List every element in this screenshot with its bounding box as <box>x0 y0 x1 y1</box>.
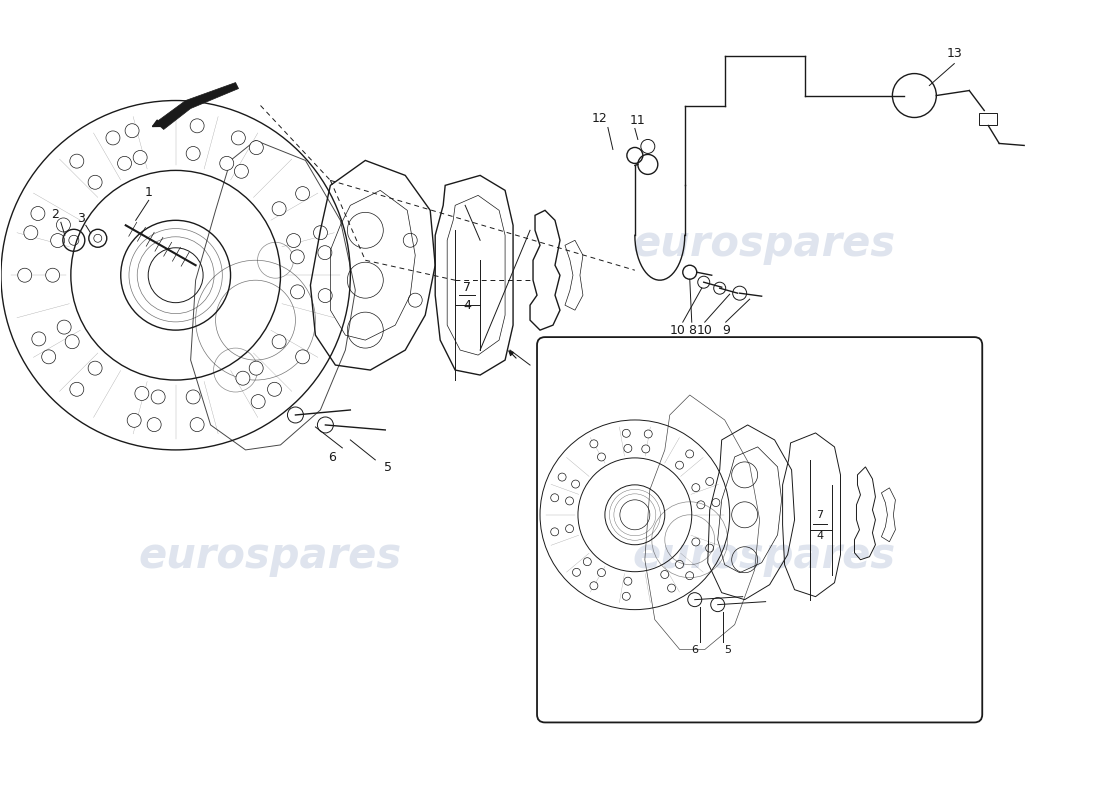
Circle shape <box>623 592 630 600</box>
Circle shape <box>88 361 102 375</box>
Polygon shape <box>156 82 239 130</box>
Text: 10: 10 <box>696 324 713 337</box>
Circle shape <box>65 334 79 349</box>
Circle shape <box>31 206 45 221</box>
Circle shape <box>51 234 65 247</box>
Circle shape <box>272 202 286 216</box>
Text: 12: 12 <box>592 112 608 125</box>
Circle shape <box>251 394 265 409</box>
Text: 7: 7 <box>463 281 471 294</box>
Circle shape <box>572 480 580 488</box>
Text: 6: 6 <box>329 451 337 464</box>
Circle shape <box>128 414 141 427</box>
Circle shape <box>685 572 694 580</box>
Circle shape <box>590 582 598 590</box>
Text: 13: 13 <box>946 47 962 60</box>
Circle shape <box>712 498 719 506</box>
Circle shape <box>57 320 72 334</box>
Circle shape <box>572 568 581 576</box>
Circle shape <box>624 445 631 452</box>
Circle shape <box>69 382 84 396</box>
Text: 10: 10 <box>670 324 685 337</box>
Circle shape <box>42 350 56 364</box>
Text: 5: 5 <box>384 462 393 474</box>
Circle shape <box>231 131 245 145</box>
Circle shape <box>675 561 683 569</box>
Circle shape <box>186 390 200 404</box>
Circle shape <box>565 525 573 533</box>
Circle shape <box>32 332 46 346</box>
Text: eurospares: eurospares <box>632 223 895 266</box>
Circle shape <box>118 156 132 170</box>
Text: 6: 6 <box>691 645 698 654</box>
Circle shape <box>685 450 694 458</box>
Circle shape <box>234 164 249 178</box>
Circle shape <box>706 478 714 486</box>
Circle shape <box>318 289 332 302</box>
Text: 11: 11 <box>630 114 646 127</box>
Circle shape <box>624 578 631 585</box>
Circle shape <box>668 584 675 592</box>
Circle shape <box>190 418 205 432</box>
Bar <box>979 114 998 126</box>
Text: 2: 2 <box>51 208 58 221</box>
Text: 4: 4 <box>463 298 471 312</box>
Circle shape <box>590 440 598 448</box>
Circle shape <box>250 141 263 154</box>
Circle shape <box>661 570 669 578</box>
Circle shape <box>551 528 559 536</box>
Circle shape <box>697 501 705 509</box>
Circle shape <box>706 544 714 552</box>
Circle shape <box>296 186 309 201</box>
Circle shape <box>565 497 573 505</box>
Circle shape <box>314 226 328 240</box>
Text: 9: 9 <box>722 324 729 337</box>
Circle shape <box>46 268 59 282</box>
Circle shape <box>692 538 700 546</box>
Circle shape <box>675 461 683 469</box>
Circle shape <box>597 453 605 461</box>
Circle shape <box>133 150 147 165</box>
Text: 3: 3 <box>77 212 85 225</box>
Circle shape <box>135 386 149 401</box>
Circle shape <box>250 361 263 375</box>
Circle shape <box>235 371 250 385</box>
Circle shape <box>692 484 700 492</box>
Circle shape <box>125 124 139 138</box>
Circle shape <box>641 445 650 453</box>
Circle shape <box>558 473 566 481</box>
Text: eurospares: eurospares <box>632 534 895 577</box>
Circle shape <box>272 334 286 349</box>
Circle shape <box>106 131 120 145</box>
Circle shape <box>220 156 233 170</box>
Circle shape <box>290 250 305 264</box>
Text: 5: 5 <box>724 645 732 654</box>
Circle shape <box>645 430 652 438</box>
Circle shape <box>290 285 305 299</box>
Text: 7: 7 <box>816 510 823 520</box>
Text: 1: 1 <box>145 186 153 199</box>
Circle shape <box>623 430 630 438</box>
Circle shape <box>18 268 32 282</box>
Circle shape <box>147 418 162 432</box>
Circle shape <box>296 350 309 364</box>
Circle shape <box>318 246 332 260</box>
Circle shape <box>190 119 205 133</box>
Circle shape <box>186 146 200 161</box>
Text: 4: 4 <box>816 530 823 541</box>
Text: eurospares: eurospares <box>139 534 402 577</box>
Circle shape <box>287 234 300 247</box>
Circle shape <box>56 218 70 232</box>
Circle shape <box>88 175 102 190</box>
Circle shape <box>597 569 605 577</box>
Circle shape <box>69 154 84 168</box>
Circle shape <box>583 558 592 566</box>
Text: 8: 8 <box>688 324 696 337</box>
Circle shape <box>24 226 37 240</box>
Circle shape <box>151 390 165 404</box>
Circle shape <box>551 494 559 502</box>
Circle shape <box>267 382 282 396</box>
